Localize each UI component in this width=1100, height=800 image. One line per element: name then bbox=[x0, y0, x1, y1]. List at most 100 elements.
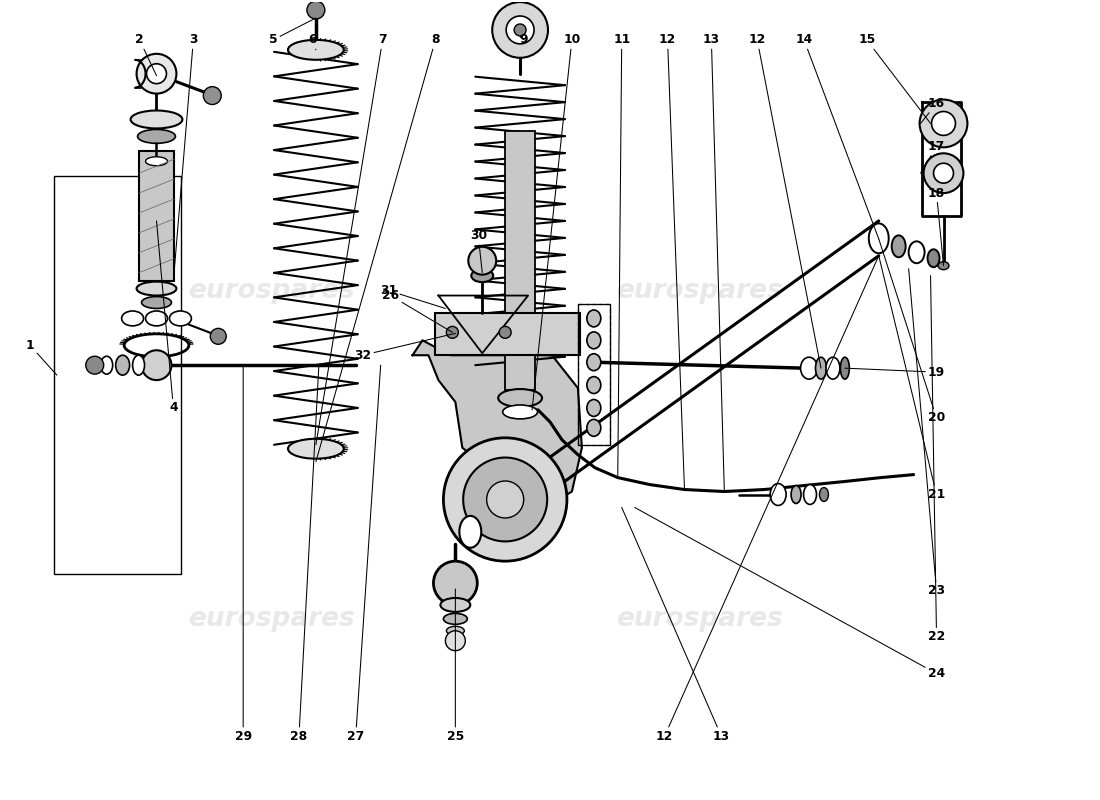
Ellipse shape bbox=[909, 242, 925, 263]
Bar bbox=[505, 131, 535, 390]
Circle shape bbox=[499, 326, 512, 338]
Text: 12: 12 bbox=[749, 34, 821, 368]
Circle shape bbox=[486, 481, 524, 518]
Text: 24: 24 bbox=[635, 507, 945, 680]
Text: 7: 7 bbox=[316, 34, 387, 445]
Ellipse shape bbox=[587, 310, 601, 327]
Ellipse shape bbox=[142, 297, 172, 309]
Text: 1: 1 bbox=[25, 338, 57, 375]
Text: 3: 3 bbox=[174, 34, 198, 281]
Text: 18: 18 bbox=[928, 186, 945, 266]
Circle shape bbox=[506, 16, 535, 44]
Text: 6: 6 bbox=[309, 34, 317, 50]
Circle shape bbox=[86, 356, 103, 374]
Text: 14: 14 bbox=[795, 34, 879, 239]
Ellipse shape bbox=[815, 358, 826, 379]
Text: 17: 17 bbox=[921, 140, 945, 173]
Text: 27: 27 bbox=[348, 365, 381, 742]
Circle shape bbox=[514, 24, 526, 36]
Ellipse shape bbox=[116, 355, 130, 375]
Text: 2: 2 bbox=[135, 34, 156, 76]
Circle shape bbox=[469, 247, 496, 274]
Ellipse shape bbox=[820, 487, 828, 502]
Text: 12: 12 bbox=[659, 34, 684, 490]
Text: 31: 31 bbox=[381, 284, 446, 309]
Ellipse shape bbox=[145, 157, 167, 166]
Text: eurospares: eurospares bbox=[616, 278, 783, 303]
Ellipse shape bbox=[587, 377, 601, 394]
Circle shape bbox=[447, 326, 459, 338]
Circle shape bbox=[136, 54, 176, 94]
Text: 30: 30 bbox=[470, 230, 487, 273]
Bar bbox=[54, 176, 182, 574]
Circle shape bbox=[443, 438, 566, 561]
Circle shape bbox=[142, 350, 172, 380]
Circle shape bbox=[146, 64, 166, 84]
Ellipse shape bbox=[587, 354, 601, 370]
Text: 10: 10 bbox=[532, 34, 581, 410]
Ellipse shape bbox=[498, 389, 542, 407]
Circle shape bbox=[924, 154, 964, 193]
Ellipse shape bbox=[101, 356, 112, 374]
Text: 15: 15 bbox=[858, 34, 931, 123]
Text: 26: 26 bbox=[382, 289, 452, 332]
Text: eurospares: eurospares bbox=[188, 278, 354, 303]
Text: 12: 12 bbox=[656, 256, 879, 742]
Ellipse shape bbox=[145, 311, 167, 326]
Text: eurospares: eurospares bbox=[188, 606, 354, 632]
Text: 8: 8 bbox=[316, 34, 440, 462]
Ellipse shape bbox=[587, 332, 601, 349]
Text: 32: 32 bbox=[354, 334, 455, 362]
Ellipse shape bbox=[927, 250, 939, 267]
Circle shape bbox=[210, 328, 227, 344]
Circle shape bbox=[932, 111, 956, 135]
Ellipse shape bbox=[791, 486, 801, 503]
Text: 22: 22 bbox=[928, 276, 945, 643]
Ellipse shape bbox=[136, 282, 176, 295]
Circle shape bbox=[934, 163, 954, 183]
Text: 28: 28 bbox=[290, 365, 319, 742]
Circle shape bbox=[307, 1, 324, 19]
Ellipse shape bbox=[587, 399, 601, 417]
Ellipse shape bbox=[131, 110, 183, 129]
Text: 21: 21 bbox=[879, 256, 945, 501]
Ellipse shape bbox=[288, 438, 344, 458]
Text: 13: 13 bbox=[703, 34, 724, 491]
Text: eurospares: eurospares bbox=[616, 606, 783, 632]
Circle shape bbox=[463, 458, 547, 542]
Text: 19: 19 bbox=[845, 366, 945, 378]
Ellipse shape bbox=[471, 269, 493, 282]
Circle shape bbox=[204, 86, 221, 105]
Circle shape bbox=[920, 99, 967, 147]
Ellipse shape bbox=[801, 358, 817, 379]
Ellipse shape bbox=[803, 485, 816, 505]
Ellipse shape bbox=[770, 483, 786, 506]
Ellipse shape bbox=[587, 419, 601, 436]
Bar bbox=[139, 151, 174, 281]
Ellipse shape bbox=[440, 598, 471, 612]
Polygon shape bbox=[412, 340, 582, 510]
Ellipse shape bbox=[938, 262, 949, 270]
Ellipse shape bbox=[122, 311, 143, 326]
Text: 9: 9 bbox=[520, 34, 528, 46]
Bar bbox=[436, 314, 580, 355]
Ellipse shape bbox=[892, 235, 905, 258]
Text: 25: 25 bbox=[447, 589, 464, 742]
Ellipse shape bbox=[503, 405, 538, 419]
Text: 29: 29 bbox=[234, 365, 252, 742]
Text: 4: 4 bbox=[156, 221, 178, 414]
Ellipse shape bbox=[869, 223, 889, 254]
Ellipse shape bbox=[133, 355, 144, 375]
Ellipse shape bbox=[443, 614, 468, 624]
Ellipse shape bbox=[447, 626, 464, 635]
Ellipse shape bbox=[460, 516, 482, 548]
Ellipse shape bbox=[138, 130, 175, 143]
Text: 16: 16 bbox=[921, 97, 945, 123]
Bar bbox=[578, 303, 609, 445]
Ellipse shape bbox=[169, 311, 191, 326]
Ellipse shape bbox=[826, 358, 840, 379]
Ellipse shape bbox=[288, 40, 344, 60]
Circle shape bbox=[446, 630, 465, 650]
Ellipse shape bbox=[840, 358, 849, 379]
Text: 20: 20 bbox=[879, 239, 945, 425]
